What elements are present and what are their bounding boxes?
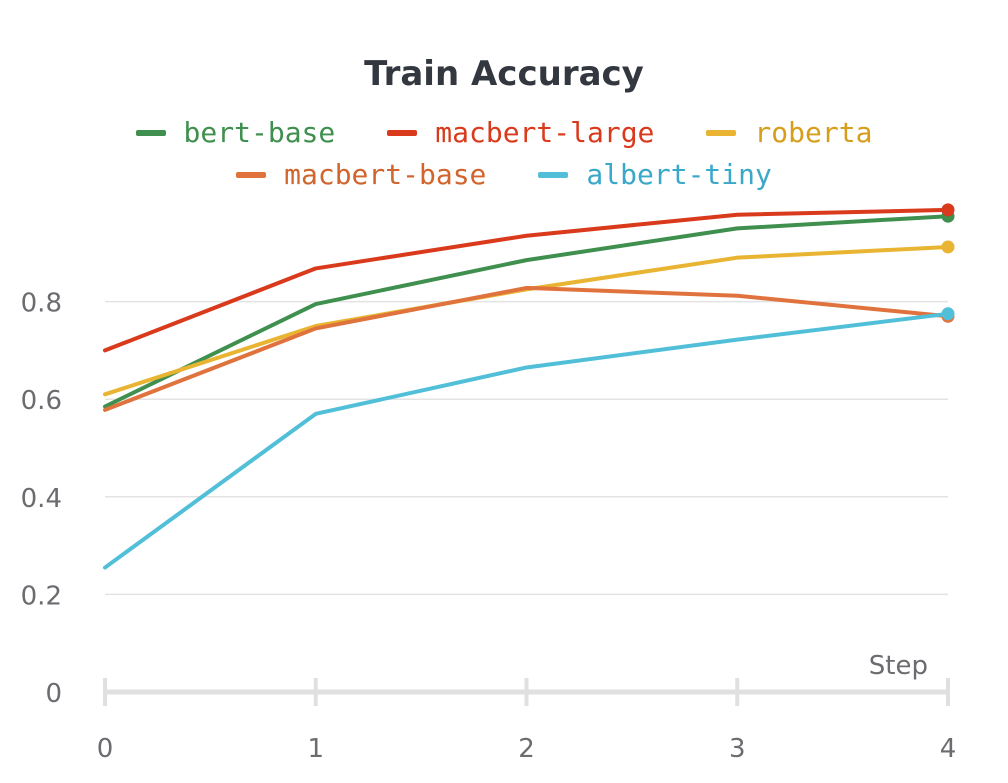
legend-item-macbert-large[interactable]: macbert-large — [387, 116, 654, 149]
legend-swatch — [538, 171, 569, 178]
y-tick-label: 0.4 — [21, 484, 62, 514]
series-line-macbert-base — [103, 285, 950, 412]
series-line-roberta — [103, 244, 950, 397]
legend-label: macbert-base — [284, 158, 487, 191]
legend-swatch — [135, 129, 166, 136]
legend-row-1: bert-base macbert-large roberta — [0, 116, 1008, 149]
y-tick-label: 0 — [45, 679, 62, 709]
series-line-albert-tiny — [103, 311, 950, 570]
y-tick-label: 0.2 — [21, 581, 62, 611]
legend-swatch — [236, 171, 267, 178]
legend-swatch — [706, 129, 737, 136]
series-endpoint-roberta — [941, 240, 955, 254]
y-tick-label: 0.6 — [21, 386, 62, 416]
x-axis-label: Step — [869, 651, 928, 681]
legend-item-bert-base[interactable]: bert-base — [135, 116, 336, 149]
legend-item-roberta[interactable]: roberta — [706, 116, 872, 149]
legend-label: roberta — [754, 116, 873, 149]
series-endpoint-macbert-large — [941, 203, 955, 217]
chart-title: Train Accuracy — [364, 54, 644, 94]
x-tick-label: 2 — [518, 734, 535, 764]
legend-label: bert-base — [183, 116, 336, 149]
series-line-macbert-large — [103, 207, 950, 353]
x-tick-label: 4 — [940, 734, 957, 764]
legend-item-macbert-base[interactable]: macbert-base — [236, 158, 486, 191]
legend-label: albert-tiny — [586, 158, 772, 191]
x-tick-label: 3 — [729, 734, 746, 764]
series-line-bert-base — [103, 214, 950, 409]
legend-swatch — [387, 129, 418, 136]
legend-row-2: macbert-base albert-tiny — [0, 158, 1008, 191]
series-endpoint-albert-tiny — [941, 307, 955, 321]
legend-label: macbert-large — [435, 116, 655, 149]
y-tick-label: 0.8 — [21, 289, 62, 319]
legend-item-albert-tiny[interactable]: albert-tiny — [538, 158, 772, 191]
x-tick-label: 1 — [307, 734, 324, 764]
x-tick-label: 0 — [97, 734, 114, 764]
